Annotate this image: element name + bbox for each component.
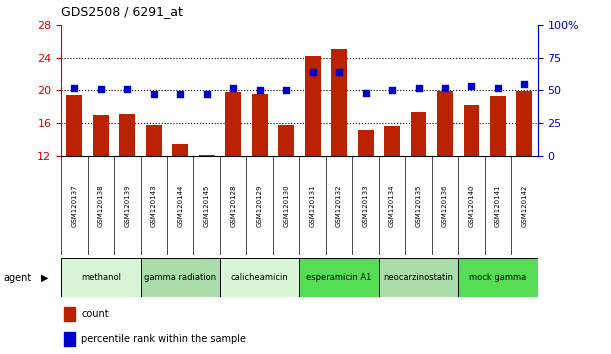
Text: GSM120133: GSM120133	[362, 184, 368, 227]
Text: mock gamma: mock gamma	[469, 273, 527, 282]
Text: GSM120134: GSM120134	[389, 184, 395, 227]
Text: esperamicin A1: esperamicin A1	[307, 273, 371, 282]
Bar	[119, 114, 135, 156]
Text: GSM120129: GSM120129	[257, 184, 263, 227]
Bar	[67, 95, 82, 156]
Text: agent: agent	[3, 273, 31, 283]
Point	[414, 85, 423, 91]
Bar	[305, 56, 321, 156]
Bar	[384, 126, 400, 156]
Text: GSM120140: GSM120140	[469, 184, 475, 227]
Point	[493, 85, 503, 91]
Bar	[379, 258, 458, 297]
Text: GDS2508 / 6291_at: GDS2508 / 6291_at	[61, 5, 183, 18]
Bar	[331, 48, 347, 156]
Point	[334, 69, 344, 75]
Bar	[357, 130, 373, 156]
Bar	[146, 125, 162, 156]
Text: GSM120138: GSM120138	[98, 184, 104, 227]
Point	[175, 91, 185, 97]
Text: GSM120130: GSM120130	[283, 184, 289, 227]
Point	[308, 69, 318, 75]
Text: GSM120136: GSM120136	[442, 184, 448, 227]
Bar	[225, 92, 241, 156]
Point	[70, 85, 79, 91]
Bar	[252, 93, 268, 156]
Bar	[437, 91, 453, 156]
Bar	[220, 258, 299, 297]
Text: percentile rank within the sample: percentile rank within the sample	[81, 333, 246, 344]
Point	[440, 85, 450, 91]
Bar	[199, 155, 214, 156]
Bar	[516, 91, 532, 156]
Bar	[93, 115, 109, 156]
Point	[202, 91, 211, 97]
Text: GSM120131: GSM120131	[310, 184, 316, 227]
Point	[360, 90, 370, 96]
Point	[467, 84, 477, 89]
Bar	[490, 96, 506, 156]
Text: GSM120142: GSM120142	[521, 184, 527, 227]
Bar	[464, 105, 480, 156]
Point	[122, 86, 132, 92]
Point	[519, 81, 529, 86]
Bar	[61, 258, 141, 297]
Bar	[141, 258, 220, 297]
Text: count: count	[81, 309, 109, 319]
Text: ▶: ▶	[41, 273, 48, 283]
Text: neocarzinostatin: neocarzinostatin	[384, 273, 453, 282]
Bar	[299, 258, 379, 297]
Text: GSM120141: GSM120141	[495, 184, 501, 227]
Text: GSM120144: GSM120144	[177, 184, 183, 227]
Bar	[458, 258, 538, 297]
Point	[281, 87, 291, 93]
Point	[149, 91, 159, 97]
Text: calicheamicin: calicheamicin	[231, 273, 288, 282]
Text: GSM120145: GSM120145	[203, 184, 210, 227]
Bar	[64, 307, 75, 321]
Text: methanol: methanol	[81, 273, 121, 282]
Text: gamma radiation: gamma radiation	[144, 273, 216, 282]
Text: GSM120139: GSM120139	[124, 184, 130, 227]
Text: GSM120137: GSM120137	[71, 184, 78, 227]
Point	[96, 86, 106, 92]
Bar	[278, 125, 294, 156]
Bar	[172, 144, 188, 156]
Point	[255, 87, 265, 93]
Point	[229, 85, 238, 91]
Text: GSM120143: GSM120143	[151, 184, 157, 227]
Text: GSM120128: GSM120128	[230, 184, 236, 227]
Point	[387, 87, 397, 93]
Bar	[411, 112, 426, 156]
Text: GSM120135: GSM120135	[415, 184, 422, 227]
Text: GSM120132: GSM120132	[336, 184, 342, 227]
Bar	[64, 332, 75, 346]
